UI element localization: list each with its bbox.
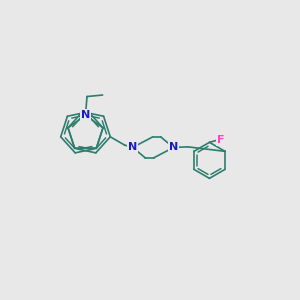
Text: F: F [217,135,225,145]
Text: N: N [169,142,178,152]
Text: N: N [128,142,137,152]
Text: N: N [81,110,90,120]
